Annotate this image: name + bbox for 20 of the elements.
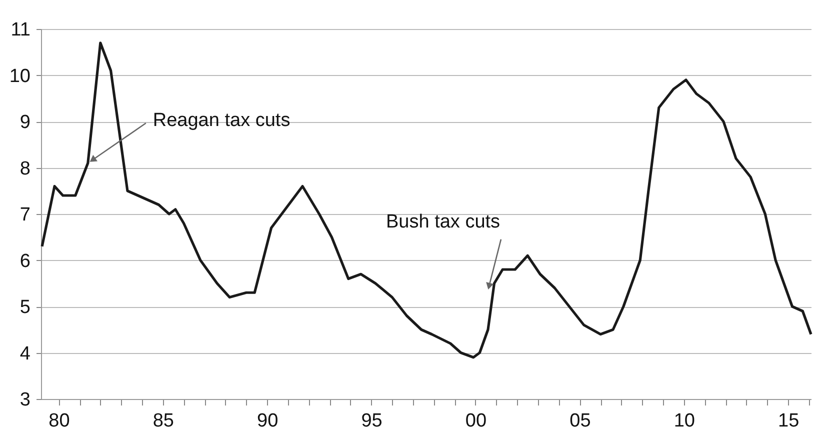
x-tick-label: 80 [48, 410, 70, 432]
y-tick-label: 10 [9, 66, 30, 87]
y-tick-label: 8 [20, 158, 30, 180]
x-tick-label: 05 [570, 410, 591, 432]
y-tick-label: 3 [20, 390, 30, 410]
x-tick-label: 95 [361, 410, 382, 432]
x-tick-label: 00 [465, 410, 487, 432]
x-tick-label: 10 [674, 410, 695, 432]
y-tick-label: 4 [20, 343, 31, 364]
y-tick-label: 6 [20, 250, 30, 272]
line-series [40, 42, 812, 359]
y-tick-label: 5 [20, 297, 30, 318]
annotation: Reagan tax cuts [152, 110, 290, 132]
x-tick-label: 85 [152, 410, 174, 432]
y-tick-label: 7 [20, 204, 30, 226]
annotation: Bush tax cuts [386, 211, 500, 232]
y-tick-label: 9 [20, 112, 30, 133]
x-tick-label: 15 [778, 410, 800, 432]
y-tick-label: 11 [10, 20, 30, 40]
x-tick-label: 90 [257, 410, 278, 432]
